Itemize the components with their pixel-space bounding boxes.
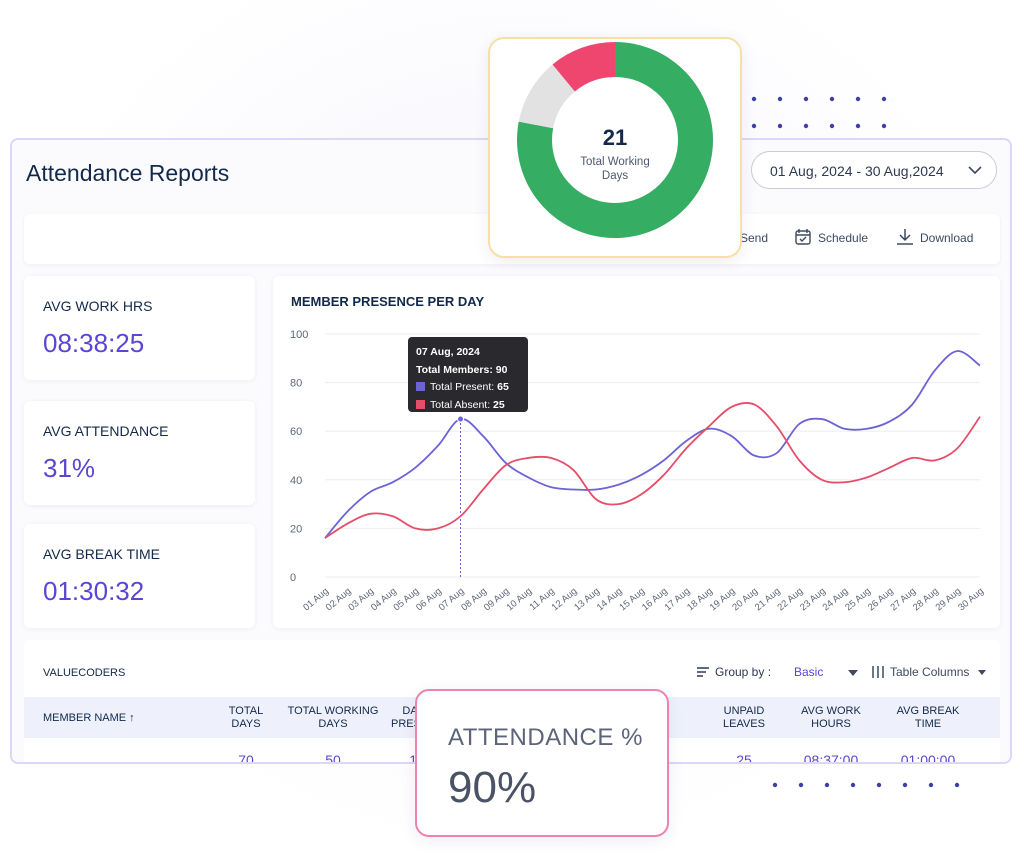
tooltip-label: Total Present: <box>430 381 495 393</box>
chart-card: MEMBER PRESENCE PER DAY <box>273 276 1000 628</box>
schedule-label: Schedule <box>818 231 869 245</box>
column-header[interactable]: MEMBER NAME ↑ <box>43 712 135 724</box>
tooltip-date: 07 Aug, 2024 <box>416 346 480 358</box>
table-cell: 50 <box>325 752 341 764</box>
send-label: Send <box>740 231 769 245</box>
tooltip-label: Total Absent: <box>430 398 491 411</box>
table-title: VALUECODERS <box>43 667 126 679</box>
column-header[interactable]: TOTAL WORKING DAYS <box>287 705 379 730</box>
kpi-card: AVG ATTENDANCE 31% <box>24 401 255 505</box>
column-header[interactable]: TOTAL DAYS <box>228 705 264 730</box>
send-button[interactable]: Send <box>740 231 768 245</box>
series-line <box>324 350 981 539</box>
group-value: Basic <box>794 665 824 679</box>
donut-segment <box>517 42 713 238</box>
y-tick-label: 60 <box>290 426 302 438</box>
kpi-label: AVG ATTENDANCE <box>43 423 169 439</box>
tooltip-total-label: Total Members: <box>416 363 493 376</box>
tooltip-title: 07 Aug, 2024 <box>416 344 520 362</box>
attendance-label: ATTENDANCE % <box>448 724 643 751</box>
table-cell: 70 <box>238 752 254 764</box>
table-cell: 01:00:00 <box>900 752 956 764</box>
chevron <box>968 166 982 175</box>
schedule-button[interactable]: Schedule <box>794 228 868 246</box>
table-cell: 08:37:00 <box>803 752 859 764</box>
kpi-value: 01:30:32 <box>43 576 145 606</box>
chevron <box>848 670 858 676</box>
chevron <box>977 670 986 675</box>
column-header[interactable]: AVG BREAK TIME <box>896 705 960 730</box>
legend-swatch <box>416 382 425 391</box>
donut-center-label: Total Working Days <box>580 156 650 182</box>
group-by-label: Group by : <box>715 665 772 679</box>
kpi-value: 08:38:25 <box>43 328 145 358</box>
donut-card: 21 Total Working Days <box>488 37 742 258</box>
chart-title: MEMBER PRESENCE PER DAY <box>291 294 485 309</box>
tooltip-row: Total Present: 65 <box>416 379 520 397</box>
y-tick-label: 0 <box>290 572 296 584</box>
group-by[interactable]: Group by : <box>696 665 771 679</box>
date-range: 01 Aug, 2024 - 30 Aug,2024 <box>770 163 944 179</box>
tooltip-value: 25 <box>493 398 505 411</box>
hover-point <box>457 415 465 423</box>
columns-icon <box>872 666 884 678</box>
group-by-value[interactable]: Basic <box>794 665 823 679</box>
attendance-card: ATTENDANCE % 90% <box>415 689 669 837</box>
download-button[interactable]: Download <box>896 228 973 246</box>
kpi-value: 31% <box>43 453 96 483</box>
column-header[interactable]: AVG WORK HOURS <box>801 705 861 730</box>
download-icon <box>897 229 913 245</box>
tooltip-value: 65 <box>497 381 509 393</box>
calendar-icon <box>795 229 811 245</box>
column-header[interactable]: UNPAID LEAVES <box>723 705 765 730</box>
kpi-label: AVG BREAK TIME <box>43 546 160 562</box>
download-label: Download <box>920 231 974 245</box>
y-tick-label: 80 <box>290 378 302 390</box>
donut-chart <box>517 42 713 238</box>
legend-swatch <box>416 399 425 409</box>
tooltip-row: Total Absent: 25 <box>416 397 520 415</box>
donut-segment <box>518 64 575 129</box>
table-cell: 25 <box>736 752 752 764</box>
kpi-card: AVG BREAK TIME 01:30:32 <box>24 524 255 628</box>
group-icon <box>697 667 709 677</box>
tooltip-total-value: 90 <box>495 363 508 376</box>
attendance-value: 90% <box>448 763 537 812</box>
x-tick-label: 10 Aug <box>504 586 534 613</box>
date-range-picker[interactable]: 01 Aug, 2024 - 30 Aug,2024 <box>751 151 997 189</box>
y-tick-label: 100 <box>290 329 308 341</box>
page-title: Attendance Reports <box>26 160 230 186</box>
kpi-label: AVG WORK HRS <box>43 298 153 314</box>
kpi-card: AVG WORK HRS 08:38:25 <box>24 276 255 380</box>
table-columns-label: Table Columns <box>890 665 970 679</box>
series-line <box>324 401 981 539</box>
donut-center: 21 Total Working Days <box>567 125 663 183</box>
tooltip: 07 Aug, 2024 Total Members: 90 Total Pre… <box>408 337 528 412</box>
donut-center-value: 21 <box>602 125 628 150</box>
tooltip-total: Total Members: 90 <box>416 362 520 380</box>
y-tick-label: 40 <box>290 475 302 487</box>
donut-segment <box>552 42 615 92</box>
table-columns-button[interactable]: Table Columns <box>872 665 986 679</box>
y-tick-label: 20 <box>290 523 302 535</box>
x-tick-label: 30 Aug <box>956 586 986 613</box>
